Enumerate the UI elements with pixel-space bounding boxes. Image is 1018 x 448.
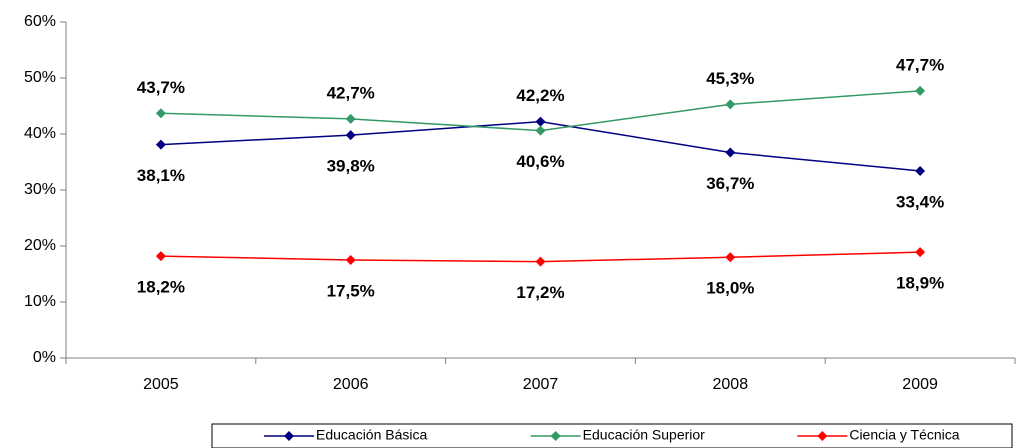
legend-marker xyxy=(284,431,294,441)
marker xyxy=(345,255,356,265)
data-label: 33,4% xyxy=(896,192,944,211)
data-label: 42,2% xyxy=(516,86,564,105)
marker xyxy=(345,130,356,141)
data-label: 17,2% xyxy=(516,283,564,302)
marker xyxy=(915,165,926,176)
data-label: 36,7% xyxy=(706,174,754,193)
data-label: 38,1% xyxy=(137,166,185,185)
legend-label: Educación Básica xyxy=(316,427,428,443)
data-label: 43,7% xyxy=(137,78,185,97)
y-tick-label: 40% xyxy=(24,125,56,142)
x-tick-label: 2008 xyxy=(713,376,749,393)
data-label: 42,7% xyxy=(327,83,375,102)
data-label: 18,9% xyxy=(896,274,944,293)
marker xyxy=(725,147,736,158)
marker xyxy=(535,256,546,267)
legend-marker xyxy=(817,431,828,441)
legend-box xyxy=(211,423,1013,448)
y-tick-label: 30% xyxy=(24,181,56,198)
data-label: 18,2% xyxy=(137,278,185,297)
x-tick-label: 2007 xyxy=(523,376,559,393)
y-tick-label: 0% xyxy=(33,349,56,366)
y-tick-label: 60% xyxy=(24,13,56,30)
data-label: 45,3% xyxy=(706,69,754,88)
legend-marker xyxy=(550,431,561,441)
marker xyxy=(535,125,546,136)
y-tick-label: 10% xyxy=(24,293,56,310)
y-tick-label: 20% xyxy=(24,237,56,254)
data-label: 17,5% xyxy=(327,281,375,300)
x-tick-label: 2005 xyxy=(143,376,179,393)
x-tick-label: 2009 xyxy=(902,376,938,393)
marker xyxy=(725,252,736,263)
marker xyxy=(725,99,736,110)
marker xyxy=(535,116,546,127)
data-label: 47,7% xyxy=(896,55,944,74)
x-tick-label: 2006 xyxy=(333,376,369,393)
marker xyxy=(155,108,166,119)
y-tick-label: 50% xyxy=(24,69,56,86)
marker xyxy=(915,247,926,258)
data-label: 40,6% xyxy=(516,152,564,171)
marker xyxy=(915,85,926,96)
marker xyxy=(345,113,356,124)
data-label: 39,8% xyxy=(327,157,375,176)
legend-label: Educación Superior xyxy=(583,427,706,443)
marker xyxy=(155,139,166,150)
legend-label: Ciencia y Técnica xyxy=(849,427,959,443)
marker xyxy=(155,251,166,262)
data-label: 18,0% xyxy=(706,279,754,298)
